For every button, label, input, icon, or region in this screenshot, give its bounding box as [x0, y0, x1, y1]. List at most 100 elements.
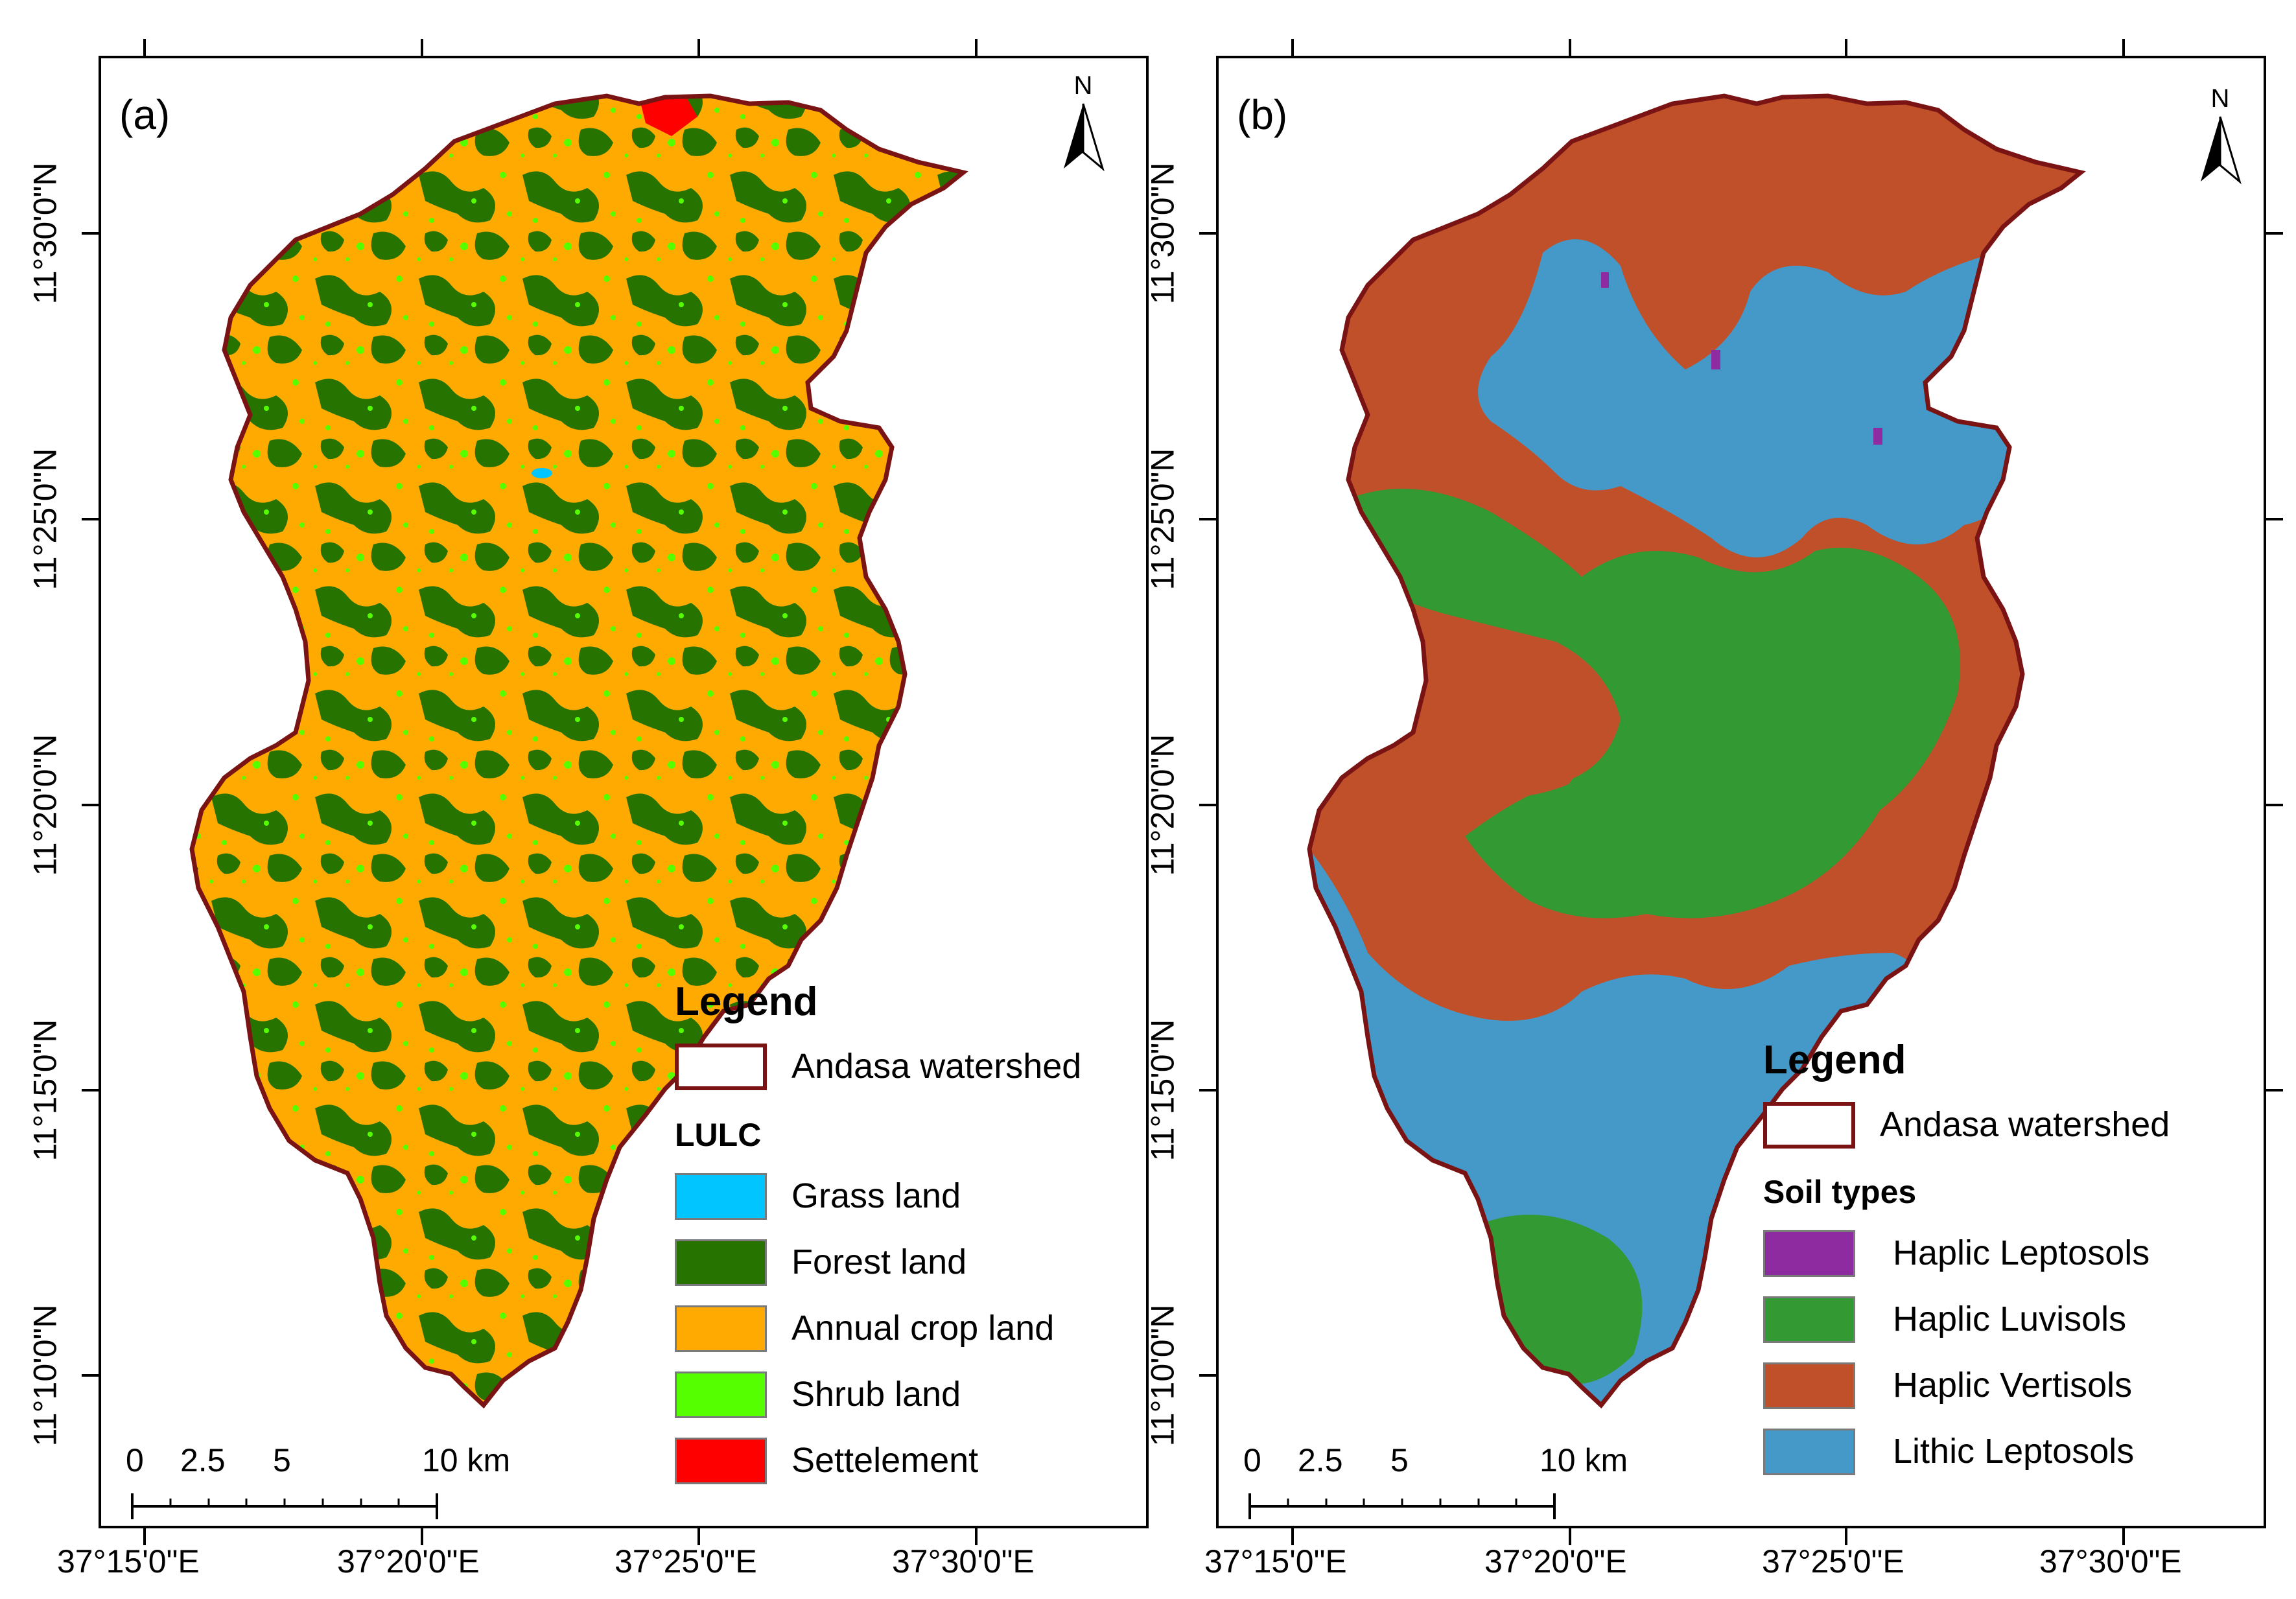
- haplic-leptosols-swatch: [1763, 1230, 1855, 1277]
- tick-lat-left: [1199, 1374, 1216, 1377]
- lat-label: 11°25'0"N: [1144, 448, 1181, 590]
- lithic-leptosols-label: Lithic Leptosols: [1893, 1432, 2135, 1471]
- settlement-patch: [639, 96, 697, 136]
- shrub-land-swatch: [675, 1371, 767, 1418]
- watershed-legend-label: Andasa watershed: [1880, 1105, 2170, 1144]
- haplic-leptosols-patch: [1873, 428, 1882, 445]
- soil-types-heading: Soil types: [1763, 1174, 1917, 1210]
- haplic-leptosols-patch: [1951, 382, 1959, 397]
- tick-lon-top: [1291, 39, 1294, 56]
- tick-lat-left: [82, 232, 99, 235]
- tick-lat-right: [2266, 518, 2283, 520]
- north-arrow-icon: [2201, 116, 2242, 185]
- tick-lon-top: [421, 39, 423, 56]
- annual-crop-land-label: Annual crop land: [791, 1309, 1055, 1348]
- scale-bar: [1248, 1493, 1556, 1519]
- tick-lat-left: [1199, 232, 1216, 235]
- tick-lon-bottom: [1291, 1528, 1294, 1545]
- settlement-label: Settelement: [791, 1441, 979, 1480]
- tick-lon-bottom: [2122, 1528, 2125, 1545]
- haplic-leptosols-patch: [1601, 272, 1609, 288]
- scale-label-2-5: 2.5: [1298, 1442, 1343, 1478]
- lat-label: 11°15'0"N: [27, 1019, 64, 1161]
- tick-lat-left: [82, 1374, 99, 1377]
- lat-label: 11°30'0"N: [1144, 162, 1181, 305]
- tick-lat-left: [1199, 804, 1216, 806]
- grass-land-label: Grass land: [791, 1176, 961, 1215]
- scale-bar: [131, 1493, 438, 1519]
- haplic-luvisols-label: Haplic Luvisols: [1893, 1300, 2127, 1338]
- lulc-map-panel: (a) N Legend Andasa watershed LULC Grass…: [99, 56, 1149, 1528]
- scale-label-10: 10 km: [422, 1442, 511, 1478]
- lulc-legend-heading: LULC: [675, 1117, 762, 1153]
- forest-land-label: Forest land: [791, 1243, 967, 1281]
- tick-lon-bottom: [143, 1528, 146, 1545]
- lithic-leptosols-swatch: [1763, 1429, 1855, 1475]
- haplic-vertisols-patch: [1412, 683, 1586, 797]
- tick-lat-left: [82, 804, 99, 806]
- grass-land-patch: [532, 468, 552, 478]
- tick-lon-bottom: [421, 1528, 423, 1545]
- lon-label: 37°30'0"E: [2039, 1543, 2182, 1580]
- tick-lon-top: [697, 39, 700, 56]
- tick-lat-left: [82, 1089, 99, 1091]
- tick-lon-top: [143, 39, 146, 56]
- tick-lon-bottom: [975, 1528, 978, 1545]
- soil-raster: [1309, 96, 2081, 1405]
- panel-label: (b): [1237, 91, 1288, 138]
- panel-label: (a): [119, 91, 170, 138]
- settlement-swatch: [675, 1438, 767, 1484]
- tick-lon-top: [1569, 39, 1571, 56]
- tick-lat-right: [2266, 1089, 2283, 1091]
- lon-label: 37°20'0"E: [337, 1543, 480, 1580]
- soil-map-panel: (b) N Legend Andasa watershed Soil types…: [1216, 56, 2266, 1528]
- haplic-luvisols-central: [1346, 489, 1960, 918]
- scale-label-5: 5: [273, 1442, 291, 1478]
- lat-label: 11°30'0"N: [27, 162, 64, 305]
- legend-title: Legend: [1763, 1038, 1906, 1082]
- lulc-map-canvas: [101, 58, 1146, 1526]
- scale-label-0: 0: [126, 1442, 144, 1478]
- lithic-leptosols-north: [1478, 239, 2017, 557]
- watershed-swatch: [675, 1044, 767, 1090]
- tick-lon-top: [975, 39, 978, 56]
- tick-lon-bottom: [697, 1528, 700, 1545]
- tick-lat-left: [1199, 518, 1216, 520]
- forest-land-swatch: [675, 1239, 767, 1286]
- tick-lon-top: [2122, 39, 2125, 56]
- north-arrow-icon: [1064, 103, 1105, 172]
- watershed-legend-label: Andasa watershed: [791, 1047, 1082, 1086]
- north-arrow: N: [1060, 71, 1106, 175]
- tick-lon-bottom: [1845, 1528, 1847, 1545]
- tick-lat-right: [2266, 804, 2283, 806]
- tick-lon-bottom: [1569, 1528, 1571, 1545]
- watershed-swatch: [1763, 1102, 1855, 1149]
- lat-label: 11°20'0"N: [27, 734, 64, 876]
- lon-label: 37°15'0"E: [1204, 1543, 1347, 1580]
- soil-map-canvas: [1219, 58, 2264, 1526]
- scale-label-0: 0: [1243, 1442, 1261, 1478]
- grass-land-swatch: [675, 1173, 767, 1220]
- haplic-leptosols-label: Haplic Leptosols: [1893, 1233, 2150, 1272]
- lat-label: 11°15'0"N: [1144, 1019, 1181, 1161]
- tick-lon-top: [1845, 39, 1847, 56]
- lon-label: 37°30'0"E: [892, 1543, 1035, 1580]
- scale-label-2-5: 2.5: [180, 1442, 226, 1478]
- tick-lat-left: [1199, 1089, 1216, 1091]
- lat-label: 11°10'0"N: [1144, 1304, 1181, 1447]
- lon-label: 37°25'0"E: [615, 1543, 757, 1580]
- lon-label: 37°15'0"E: [57, 1543, 200, 1580]
- tick-lat-right: [2266, 232, 2283, 235]
- shrub-land-label: Shrub land: [791, 1375, 961, 1414]
- scale-label-5: 5: [1390, 1442, 1409, 1478]
- north-arrow: N: [2197, 84, 2243, 188]
- north-label: N: [2210, 84, 2230, 113]
- lat-label: 11°10'0"N: [27, 1304, 64, 1447]
- lat-label: 11°20'0"N: [1144, 734, 1181, 876]
- lon-label: 37°20'0"E: [1484, 1543, 1627, 1580]
- haplic-luvisols-swatch: [1763, 1296, 1855, 1343]
- lon-label: 37°25'0"E: [1762, 1543, 1904, 1580]
- lat-label: 11°25'0"N: [27, 448, 64, 590]
- haplic-vertisols-swatch: [1763, 1362, 1855, 1409]
- tick-lat-left: [82, 518, 99, 520]
